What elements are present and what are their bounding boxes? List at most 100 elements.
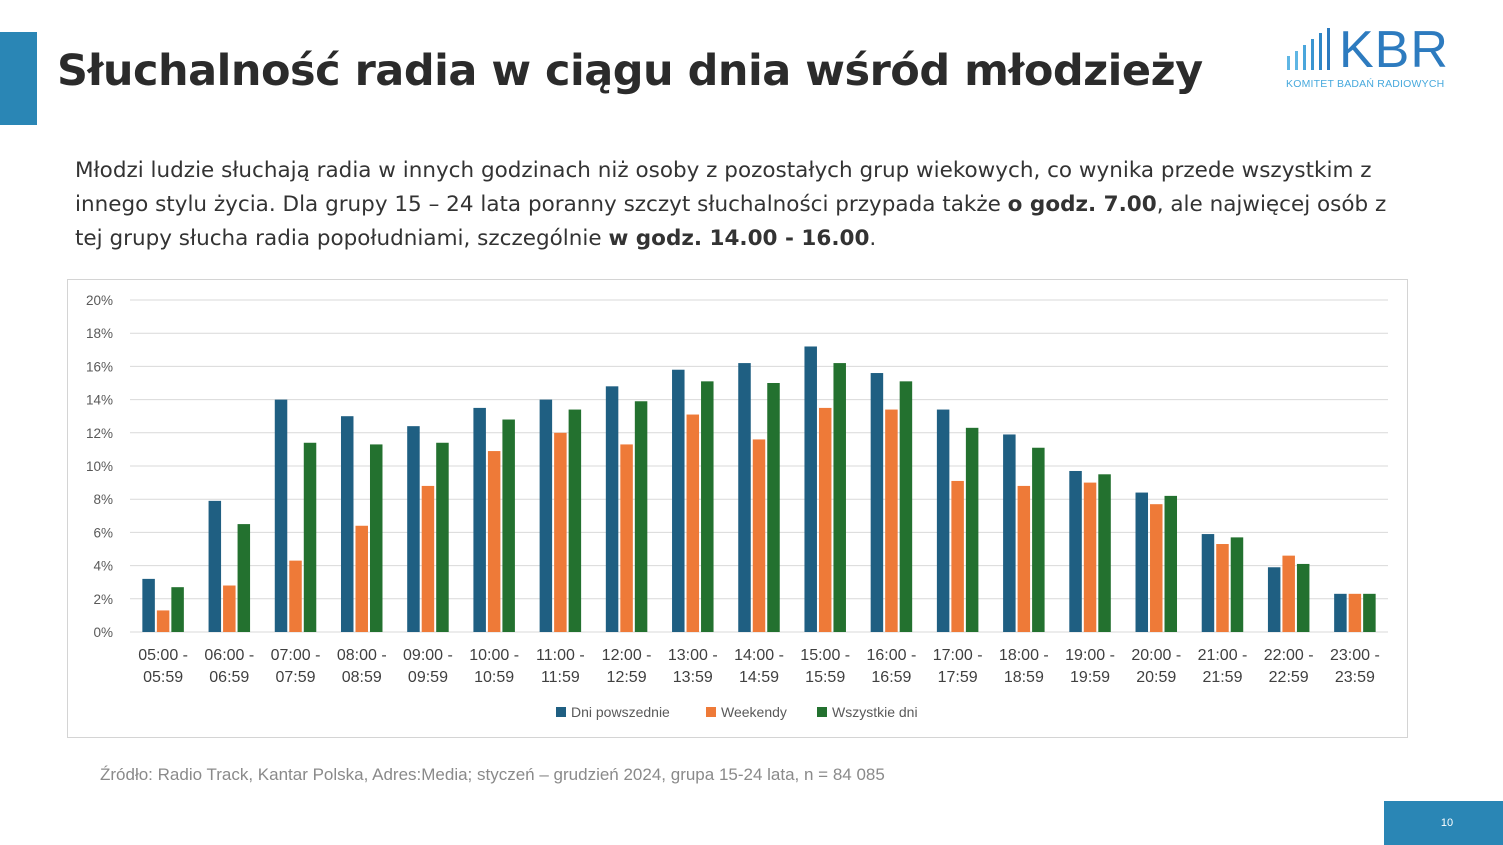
bar-weekendy bbox=[1216, 544, 1229, 632]
x-tick-label: 13:00 - bbox=[668, 647, 718, 664]
y-tick-label: 2% bbox=[93, 592, 113, 607]
bar-wszystkie-dni bbox=[502, 419, 515, 632]
x-tick-label: 15:59 bbox=[805, 669, 845, 686]
bar-weekendy bbox=[1348, 593, 1362, 632]
x-tick-label: 16:59 bbox=[871, 669, 911, 686]
intro-text-1: Młodzi ludzie słuchają radia w innych go… bbox=[75, 158, 1372, 217]
legend-swatch bbox=[556, 707, 566, 717]
page-number: 10 bbox=[1440, 817, 1454, 829]
x-tick-label: 07:00 - bbox=[271, 647, 321, 664]
listening-chart: 0% 2% 4% 6% 8% 10% 12% 14% 16% 18% 20% 05:00 - 05:59… bbox=[86, 293, 1388, 720]
bar-dni-powszednie bbox=[1201, 534, 1215, 632]
legend-swatch bbox=[817, 707, 827, 717]
bar-dni-powszednie bbox=[804, 346, 817, 632]
legend-label: Weekendy bbox=[721, 704, 787, 720]
intro-text-3: . bbox=[869, 226, 877, 251]
page-number-box bbox=[1384, 801, 1503, 845]
bar-dni-powszednie bbox=[407, 426, 420, 632]
y-tick-label: 8% bbox=[93, 492, 113, 507]
x-tick-label: 19:00 - bbox=[1065, 647, 1115, 664]
x-tick-label: 06:00 - bbox=[204, 647, 254, 664]
bar-weekendy bbox=[1083, 482, 1097, 632]
x-tick-label: 05:59 bbox=[143, 669, 183, 686]
bar-wszystkie-dni bbox=[833, 363, 846, 632]
bar-weekendy bbox=[818, 407, 832, 632]
source-note: Źródło: Radio Track, Kantar Polska, Adre… bbox=[100, 765, 885, 784]
x-tick-label: 07:59 bbox=[276, 669, 316, 686]
bar-dni-powszednie bbox=[473, 407, 486, 632]
y-tick-label: 18% bbox=[86, 326, 113, 341]
x-tick-label: 22:00 - bbox=[1264, 647, 1314, 664]
x-tick-label: 17:00 - bbox=[933, 647, 983, 664]
chart-frame: 0% 2% 4% 6% 8% 10% 12% 14% 16% 18% 20% 05:00 - 05:59… bbox=[67, 279, 1408, 738]
x-tick-label: 08:59 bbox=[342, 669, 382, 686]
logo-subtitle: KOMITET BADAŃ RADIOWYCH bbox=[1286, 78, 1445, 90]
bar-weekendy bbox=[620, 444, 633, 632]
intro-highlight-afternoon: w godz. 14.00 - 16.00 bbox=[608, 226, 870, 251]
x-tick-label: 23:00 - bbox=[1330, 647, 1380, 664]
bar-dni-powszednie bbox=[1334, 593, 1347, 632]
x-tick-label: 12:00 - bbox=[602, 647, 652, 664]
title-accent-bar bbox=[0, 32, 37, 125]
x-tick-label: 14:59 bbox=[739, 669, 779, 686]
bar-weekendy bbox=[1150, 504, 1163, 632]
x-tick-label: 15:00 - bbox=[800, 647, 850, 664]
bar-dni-powszednie bbox=[340, 416, 354, 632]
bar-weekendy bbox=[421, 485, 435, 632]
bar-wszystkie-dni bbox=[303, 442, 317, 632]
bar-wszystkie-dni bbox=[1230, 537, 1244, 632]
bar-weekendy bbox=[686, 414, 700, 632]
bar-wszystkie-dni bbox=[237, 524, 251, 632]
x-tick-label: 13:59 bbox=[673, 669, 713, 686]
bar-dni-powszednie bbox=[672, 369, 685, 632]
x-tick-label: 06:59 bbox=[209, 669, 249, 686]
y-tick-label: 4% bbox=[93, 559, 113, 574]
bar-dni-powszednie bbox=[1135, 492, 1149, 632]
x-tick-label: 21:59 bbox=[1202, 669, 1242, 686]
x-tick-label: 18:59 bbox=[1004, 669, 1044, 686]
kbr-logo: KBR KOMITET BADAŃ RADIOWYCH bbox=[1283, 21, 1463, 95]
bar-wszystkie-dni bbox=[436, 442, 449, 632]
bar-weekendy bbox=[289, 560, 302, 632]
bar-wszystkie-dni bbox=[369, 444, 383, 632]
x-tick-label: 09:00 - bbox=[403, 647, 453, 664]
bar-weekendy bbox=[752, 439, 766, 632]
x-tick-label: 11:00 - bbox=[536, 647, 585, 664]
x-tick-label: 11:59 bbox=[541, 669, 580, 686]
bar-wszystkie-dni bbox=[899, 381, 913, 632]
signal-bars-icon bbox=[1287, 28, 1330, 70]
y-tick-label: 0% bbox=[93, 625, 113, 640]
bar-wszystkie-dni bbox=[1363, 593, 1376, 632]
bar-dni-powszednie bbox=[1267, 567, 1281, 632]
intro-text-2: , ale najwięcej osób z tej grupy słucha … bbox=[75, 192, 1387, 251]
x-tick-label: 16:00 - bbox=[867, 647, 917, 664]
x-tick-label: 20:59 bbox=[1136, 669, 1176, 686]
intro-highlight-7am: o godz. 7.00 bbox=[1007, 192, 1157, 217]
x-tick-label: 14:00 - bbox=[734, 647, 784, 664]
x-tick-label: 10:59 bbox=[474, 669, 514, 686]
bar-wszystkie-dni bbox=[1032, 447, 1045, 632]
bar-weekendy bbox=[885, 409, 898, 632]
bar-dni-powszednie bbox=[1003, 434, 1016, 632]
x-tick-label: 09:59 bbox=[408, 669, 448, 686]
bar-weekendy bbox=[1017, 485, 1031, 632]
y-tick-label: 10% bbox=[86, 459, 113, 474]
legend-label: Dni powszednie bbox=[571, 704, 670, 720]
bar-dni-powszednie bbox=[936, 409, 950, 632]
bar-weekendy bbox=[355, 525, 368, 632]
legend-label: Wszystkie dni bbox=[832, 704, 918, 720]
bar-dni-powszednie bbox=[605, 386, 619, 632]
bar-dni-powszednie bbox=[870, 373, 884, 632]
bar-wszystkie-dni bbox=[1164, 495, 1178, 632]
bar-dni-powszednie bbox=[274, 399, 288, 632]
bar-wszystkie-dni bbox=[171, 587, 184, 632]
bar-weekendy bbox=[487, 451, 501, 632]
bar-wszystkie-dni bbox=[767, 383, 780, 632]
x-tick-label: 22:59 bbox=[1269, 669, 1309, 686]
bar-dni-powszednie bbox=[1069, 470, 1082, 632]
bar-dni-powszednie bbox=[208, 500, 222, 632]
x-tick-label: 18:00 - bbox=[999, 647, 1049, 664]
x-tick-label: 12:59 bbox=[607, 669, 647, 686]
bar-wszystkie-dni bbox=[701, 381, 714, 632]
x-tick-label: 10:00 - bbox=[469, 647, 519, 664]
